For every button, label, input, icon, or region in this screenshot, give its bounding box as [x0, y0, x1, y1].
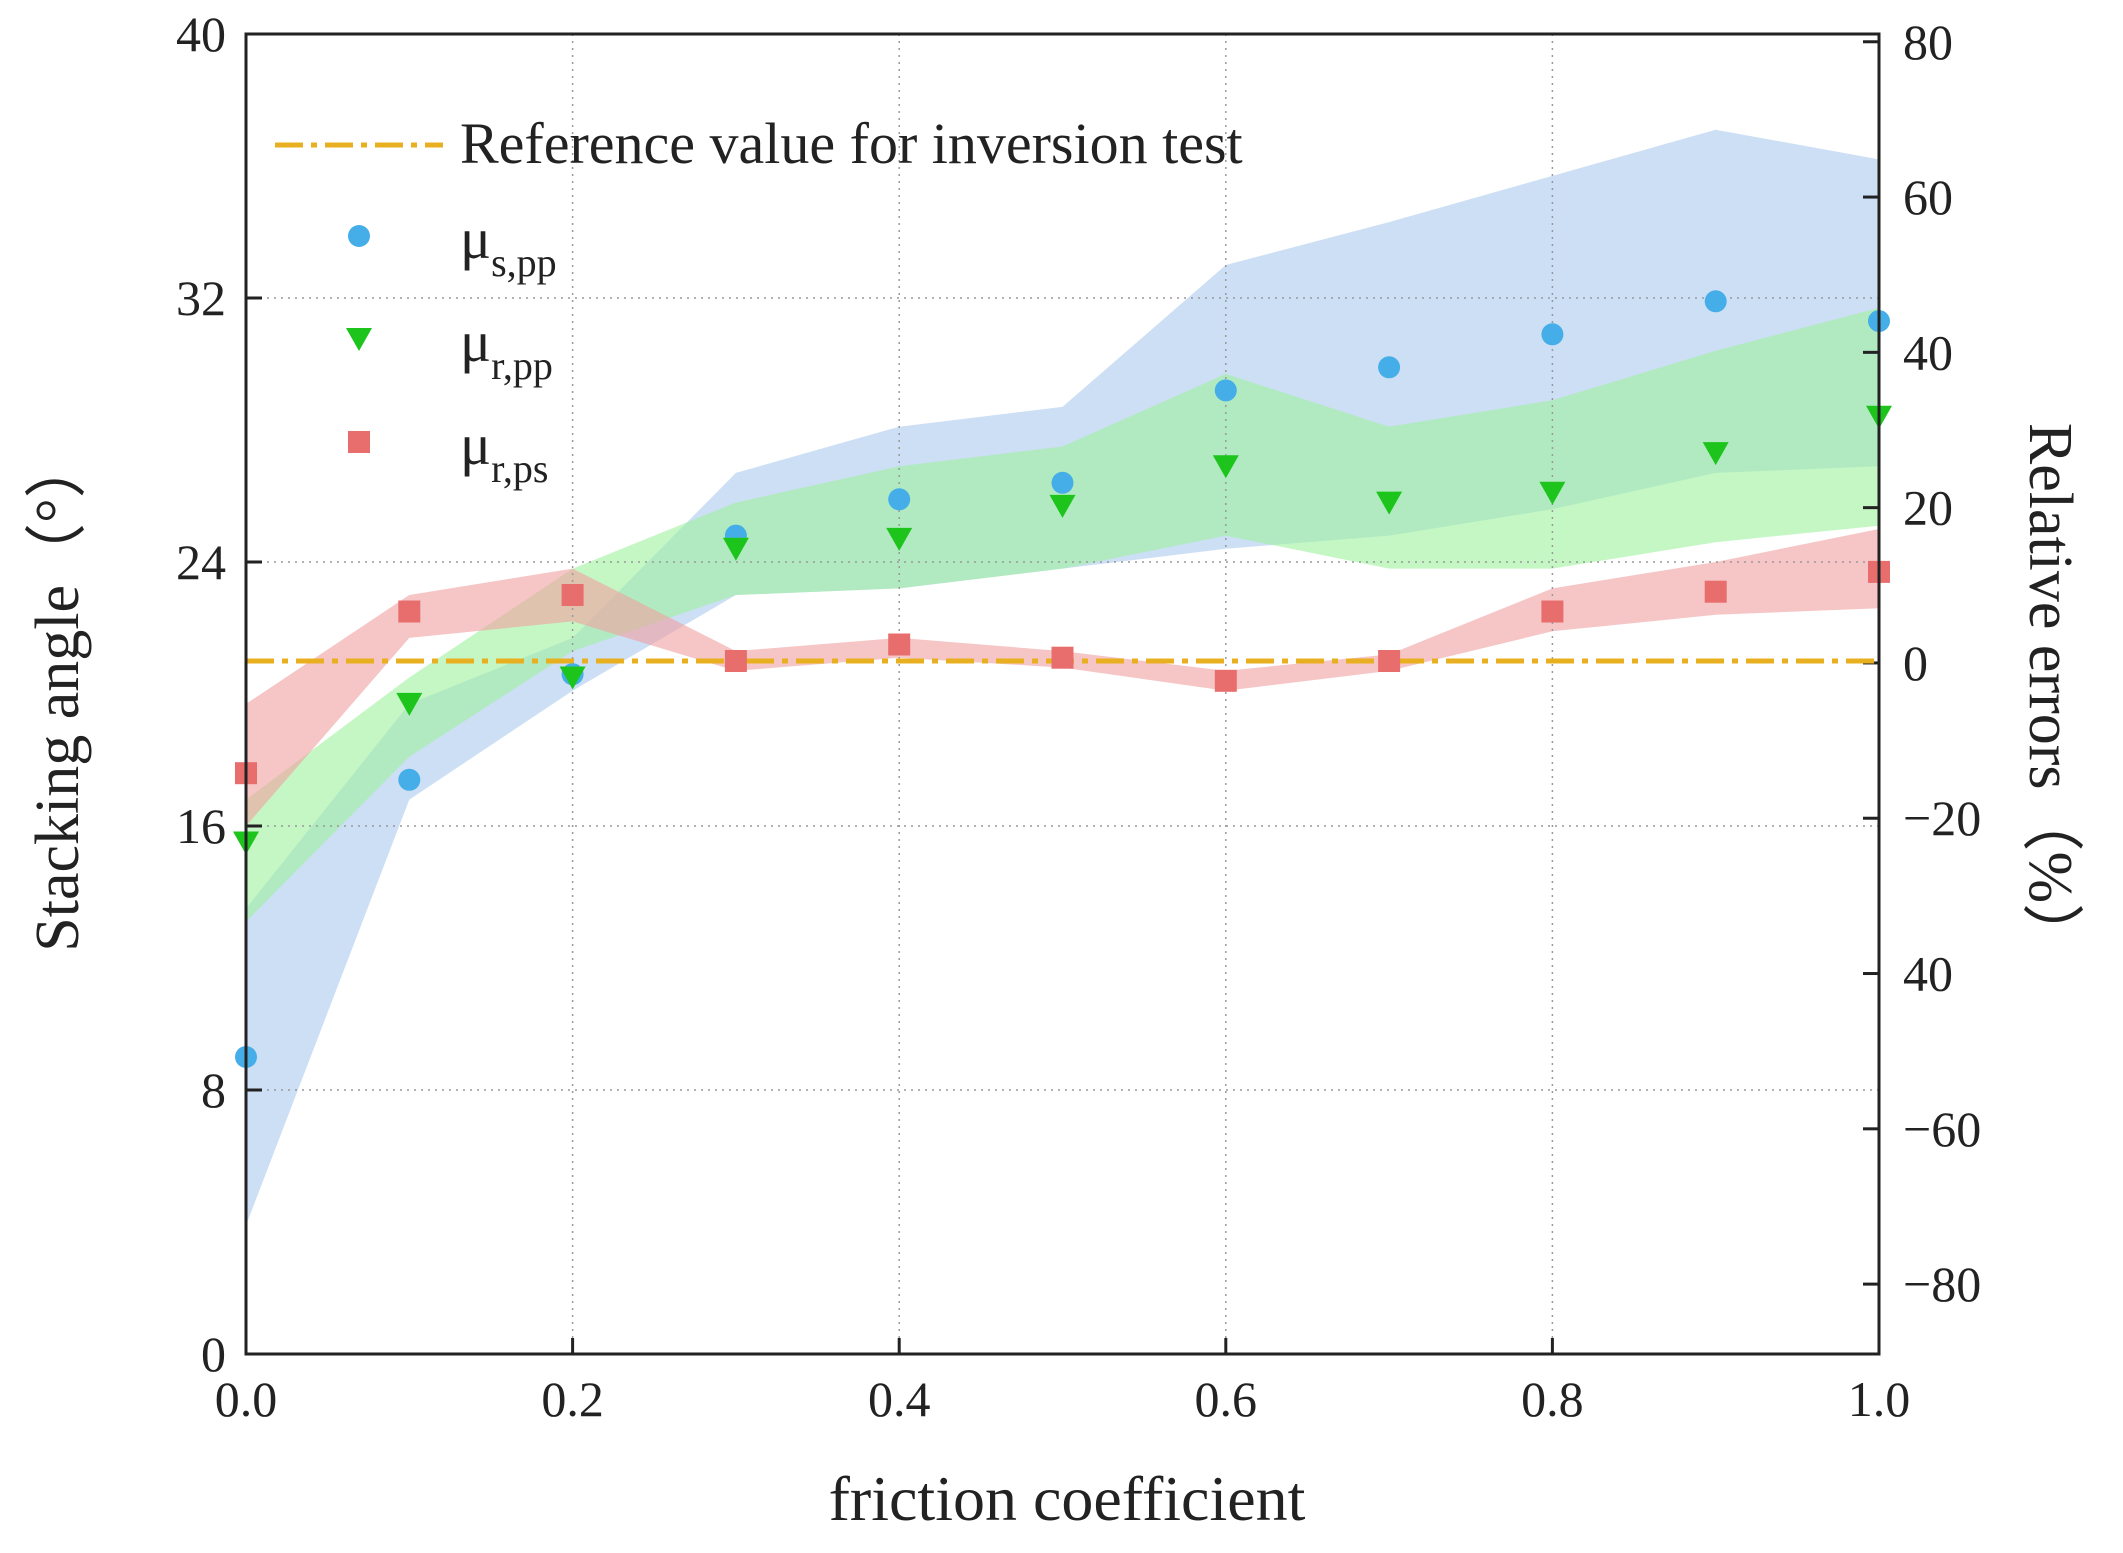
x-tick-label: 0.6 — [1195, 1371, 1258, 1427]
data-point — [1704, 290, 1727, 313]
legend-label: μs,pp — [460, 206, 557, 285]
data-point — [1378, 356, 1401, 379]
data-point — [1541, 600, 1564, 623]
y2-tick-label: 20 — [1903, 480, 1953, 536]
data-point — [886, 527, 913, 551]
plot-frame — [244, 32, 1881, 1356]
y2-tick-label: 60 — [1903, 169, 1953, 225]
data-point — [1212, 455, 1239, 479]
y2-tick-label: 40 — [1903, 946, 1953, 1002]
x-tick-label: 0.0 — [215, 1371, 278, 1427]
x-axis-title: friction coefficient — [829, 1463, 1306, 1534]
y-tick-label: 8 — [201, 1062, 226, 1118]
x-tick-label: 0.2 — [541, 1371, 604, 1427]
data-point — [559, 666, 586, 690]
y2-tick-label: −60 — [1903, 1101, 1981, 1157]
legend-label: μr,ps — [460, 412, 548, 491]
data-point — [1051, 471, 1074, 494]
data-point — [398, 600, 421, 623]
data-point — [1539, 481, 1566, 505]
data-point — [1049, 494, 1076, 518]
data-point — [1051, 646, 1074, 669]
y2-tick-label: −80 — [1903, 1256, 1981, 1312]
data-point — [1702, 442, 1729, 466]
data-point — [1214, 669, 1237, 692]
y-axis-title: Stacking angle（°） — [24, 436, 92, 952]
legend-swatch — [348, 431, 370, 453]
legend-label: μr,pp — [460, 309, 553, 388]
y-tick-label: 0 — [201, 1326, 226, 1382]
data-point — [1704, 580, 1727, 603]
error-band — [246, 307, 1879, 922]
legend-swatch — [346, 328, 372, 351]
y-tick-label: 32 — [176, 270, 226, 326]
y-tick-label: 40 — [176, 6, 226, 62]
y-tick-label: 24 — [176, 534, 226, 590]
data-point — [1376, 491, 1403, 515]
y2-tick-label: −20 — [1903, 790, 1981, 846]
data-point — [722, 537, 749, 561]
data-point — [724, 650, 747, 672]
x-tick-label: 0.8 — [1521, 1371, 1584, 1427]
data-point — [1214, 379, 1237, 402]
y2-axis-title: Relative errors（%） — [2016, 423, 2084, 965]
data-point — [888, 488, 911, 511]
y2-tick-label: 40 — [1903, 324, 1953, 380]
y2-tick-label: 0 — [1903, 635, 1928, 691]
data-point — [561, 584, 584, 606]
x-tick-label: 1.0 — [1848, 1371, 1911, 1427]
data-point — [398, 768, 421, 791]
data-point — [396, 692, 423, 716]
data-point — [1541, 323, 1564, 346]
legend-label: Reference value for inversion test — [460, 111, 1243, 176]
y-tick-label: 16 — [176, 798, 226, 854]
x-tick-label: 0.4 — [868, 1371, 931, 1427]
data-point — [1378, 650, 1401, 672]
error-band — [246, 129, 1879, 1226]
y2-tick-label: 80 — [1903, 14, 1953, 70]
data-point — [888, 633, 911, 656]
legend-swatch — [348, 225, 370, 247]
